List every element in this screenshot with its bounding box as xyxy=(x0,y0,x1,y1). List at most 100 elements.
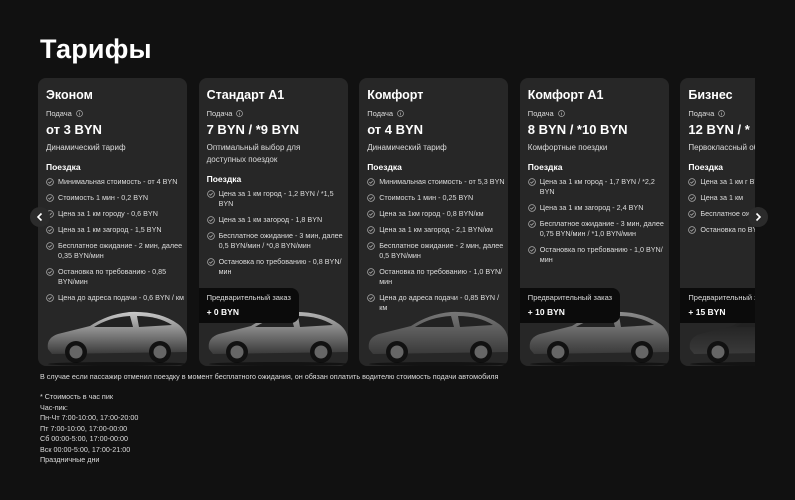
tariff-name: Стандарт А1 xyxy=(206,88,285,102)
footer-line: Час-пик: xyxy=(40,402,68,412)
check-icon xyxy=(367,268,375,276)
trip-item: Остановка по требованию - 1,0 BYN/мин xyxy=(367,267,505,287)
trip-item-text: Цена за 1 км городу - 0,6 BYN xyxy=(58,209,158,218)
pickup-price: от 3 BYN xyxy=(46,122,102,137)
check-icon xyxy=(367,294,375,302)
pickup-label: Подача xyxy=(367,109,404,118)
preorder-price: + 10 BYN xyxy=(527,307,565,317)
trip-item: Цена за 1км город - 0,8 BYN/км xyxy=(367,209,505,219)
footer-line: Сб 00:00-5:00, 17:00-00:00 xyxy=(40,434,129,443)
car-image xyxy=(368,311,509,366)
trip-item: Цена за 1 км загород - 1,8 BYN xyxy=(206,215,345,225)
footer-line: Вск 00:00-5:00, 17:00-21:00 xyxy=(40,444,131,454)
trip-item-text: Цена до адреса подачи - 0,6 BYN / км xyxy=(58,293,184,302)
check-icon xyxy=(527,178,536,186)
trip-item: Цена за 1 км загород - 1,5 BYN xyxy=(46,225,184,235)
tariff-card: Бизнес Подача 12 BYN / * Первоклассный обсл… xyxy=(680,78,755,366)
preorder-label: Предварительный заказ xyxy=(206,293,291,302)
check-icon xyxy=(527,204,536,212)
preorder-price: + 0 BYN xyxy=(206,307,239,317)
prev-arrow[interactable] xyxy=(30,207,50,227)
preorder-label: Предварительный з xyxy=(688,293,755,302)
preorder-box: Предварительный з + 15 BYN xyxy=(680,288,755,323)
trip-item-text: Цена за 1 км загород - 1,5 BYN xyxy=(58,225,162,234)
trip-label: Поездка xyxy=(527,162,563,172)
trip-details: Поездка Цена за 1 км город - 1,7 BYN / *2… xyxy=(528,156,666,271)
trip-item: Бесплатное ожидание - 3 мин, далее 0,75 … xyxy=(527,219,666,239)
tariff-name: Эконом xyxy=(46,88,93,102)
trip-item: Минимальная стоимость - от 4 BYN xyxy=(46,177,184,187)
trip-item: Цена за 1 км город - 1,2 BYN / *1,5 BYN xyxy=(206,189,345,209)
next-arrow[interactable] xyxy=(748,207,768,227)
trip-label: Поездка xyxy=(206,174,242,184)
trip-item: Остановка по требованию - 0,85 BYN/мин xyxy=(46,267,184,287)
preorder-box: Предварительный заказ + 0 BYN xyxy=(198,288,299,323)
tariff-name: Комфорт xyxy=(367,88,424,102)
trip-item: Цена за 1 км xyxy=(688,193,755,203)
trip-item-text: Бесплатное ожидание - 3 мин, далее 0,5 B… xyxy=(218,231,343,250)
trip-item-text: Остановка по BYN/мин xyxy=(700,225,755,234)
check-icon xyxy=(206,258,215,266)
footer-lines: * Стоимость в час пик Час-пик: Пн-Чт 7:00-… xyxy=(40,392,138,466)
trip-item: Стоимость 1 мин - 0,2 BYN xyxy=(46,193,184,203)
info-icon[interactable] xyxy=(397,110,404,117)
car-image xyxy=(47,311,187,366)
check-icon xyxy=(46,194,54,202)
info-icon[interactable] xyxy=(557,110,565,117)
trip-item-text: Остановка по требованию - 0,85 BYN/мин xyxy=(58,267,167,286)
check-icon xyxy=(527,246,536,254)
trip-item: Минимальная стоимость - от 5,3 BYN xyxy=(367,177,505,187)
pickup-text: Подача xyxy=(367,109,394,118)
pickup-label: Подача xyxy=(528,109,565,118)
footer-line: Пн-Чт 7:00-10:00, 17:00-20:00 xyxy=(40,413,139,422)
trip-label: Поездка xyxy=(367,162,402,172)
trip-details: Поездка Цена за 1 км город - 1,2 BYN / *1… xyxy=(207,168,345,283)
trip-item-text: Минимальная стоимость - от 5,3 BYN xyxy=(379,177,505,186)
footer-line: * Стоимость в час пик xyxy=(40,392,113,401)
pickup-label: Подача xyxy=(688,109,726,118)
trip-item: Цена за 1 км загород - 2,1 BYN/км xyxy=(367,225,505,235)
tariff-card: Комфорт Подача от 4 BYN Динамический тариф П… xyxy=(359,78,509,366)
trip-details: Поездка Минимальная стоимость - от 4 BYN С… xyxy=(46,156,184,309)
trip-item-text: Цена до адреса подачи - 0,85 BYN / км xyxy=(379,293,500,312)
tariff-description: Оптимальный выбор для доступных поездок xyxy=(206,143,301,164)
pickup-price: от 4 BYN xyxy=(367,122,424,137)
tariff-name: Комфорт А1 xyxy=(527,88,604,102)
trip-item: Бесплатное ож далее 1,0 BYN/м xyxy=(688,209,755,219)
check-icon xyxy=(367,242,375,250)
preorder-price: + 15 BYN xyxy=(688,307,726,317)
pickup-price: 12 BYN / * xyxy=(688,122,750,137)
tariff-description: Комфортные поездки xyxy=(527,143,608,152)
pickup-label: Подача xyxy=(207,109,244,118)
trip-item: Остановка по требованию - 1,0 BYN/мин xyxy=(527,245,666,265)
car-image xyxy=(529,311,669,366)
info-icon[interactable] xyxy=(76,110,83,117)
trip-item-text: Цена за 1км город - 0,8 BYN/км xyxy=(379,209,484,218)
footer-line: Праздничные дни xyxy=(40,455,100,464)
trip-item: Цена за 1 км городу - 0,6 BYN xyxy=(46,209,184,219)
preorder-box: Предварительный заказ + 10 BYN xyxy=(519,288,621,323)
trip-item-text: Бесплатное ожидание - 2 мин, далее 0,35 … xyxy=(58,241,183,260)
pickup-text: Подача xyxy=(688,109,715,118)
check-icon xyxy=(688,194,697,202)
pickup-price: 7 BYN / *9 BYN xyxy=(206,122,300,137)
trip-label: Поездка xyxy=(46,162,81,172)
check-icon xyxy=(367,178,375,186)
check-icon xyxy=(206,216,215,224)
trip-item-text: Минимальная стоимость - от 4 BYN xyxy=(58,177,178,186)
pickup-price: 8 BYN / *10 BYN xyxy=(527,122,628,137)
check-icon xyxy=(206,190,215,198)
pickup-text: Подача xyxy=(206,109,233,118)
check-icon xyxy=(46,294,54,302)
trip-item: Стоимость 1 мин - 0,25 BYN xyxy=(367,193,505,203)
page-title: Тарифы xyxy=(40,34,152,64)
check-icon xyxy=(46,268,54,276)
info-icon[interactable] xyxy=(718,110,726,117)
check-icon xyxy=(527,220,536,228)
trip-details: Поездка Минимальная стоимость - от 5,3 BY… xyxy=(367,156,505,319)
pickup-text: Подача xyxy=(527,109,554,118)
check-icon xyxy=(46,226,54,234)
check-icon xyxy=(688,226,697,234)
info-icon[interactable] xyxy=(236,110,244,117)
